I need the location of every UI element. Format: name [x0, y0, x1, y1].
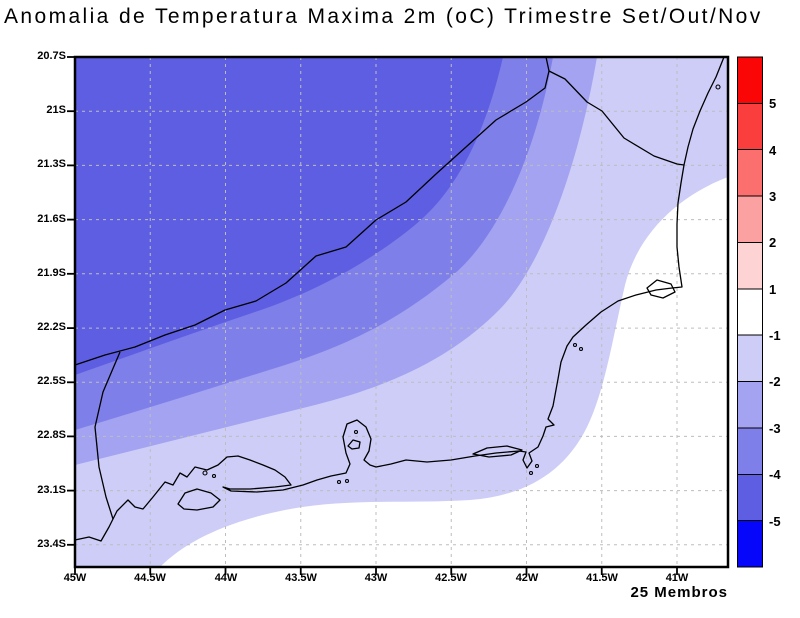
lat-tick-label: 23.1S [37, 484, 66, 496]
colorbar-tick-label: 3 [769, 189, 777, 204]
lon-tick-label: 42.5W [435, 572, 467, 584]
colorbar-tick-label: -5 [769, 514, 781, 529]
colorbar-segment [737, 427, 763, 475]
colorbar-segment [737, 56, 763, 104]
contour-band-minus2-minus1 [75, 57, 728, 567]
colorbar-tick-label: 1 [769, 282, 777, 297]
lon-tick-label: 41W [665, 572, 689, 584]
lon-tick-label: 44.5W [134, 572, 166, 584]
colorbar-tick-label: 5 [769, 96, 777, 111]
contour-bands [75, 57, 728, 567]
lon-tick-label: 43.5W [285, 572, 317, 584]
colorbar-tick-label: -1 [769, 328, 781, 343]
colorbar-segment [737, 520, 763, 568]
geography [74, 56, 725, 542]
state-border [74, 56, 685, 520]
colorbar-segment [737, 473, 763, 522]
colorbar-segment [737, 149, 763, 197]
lat-tick-label: 22.5S [37, 375, 66, 387]
lat-tick-label: 21.6S [37, 213, 66, 225]
colorbar-segment [737, 288, 763, 336]
ensemble-members-label: 25 Membros [630, 584, 728, 601]
colorbar-tick-label: 4 [769, 143, 777, 158]
lon-tick-label: 45W [63, 572, 87, 584]
lon-tick-label: 41.5W [586, 572, 618, 584]
colorbar-tick-label: -4 [769, 467, 781, 482]
colorbar [737, 56, 763, 568]
lat-tick-label: 21S [46, 104, 66, 116]
small-islands [202, 84, 721, 485]
lat-tick-label: 20.7S [37, 50, 66, 62]
colorbar-segment [737, 195, 763, 243]
plot-frame [73, 55, 730, 569]
contour-band-neutral [160, 177, 728, 567]
map-plot-area [67, 55, 730, 575]
lat-tick-label: 22.8S [37, 429, 66, 441]
axis-ticks [67, 56, 678, 575]
lat-tick-label: 21.3S [37, 158, 66, 170]
colorbar-tick-label: -3 [769, 421, 781, 436]
plot-title: Anomalia de Temperatura Maxima 2m (oC) T… [4, 5, 763, 28]
lon-tick-label: 44W [214, 572, 238, 584]
colorbar-segment [737, 102, 763, 151]
colorbar-segment [737, 241, 763, 290]
colorbar-segment [737, 381, 763, 429]
lat-tick-label: 23.4S [37, 538, 66, 550]
lon-tick-label: 43W [364, 572, 388, 584]
islands-and-lagoons [177, 279, 676, 511]
lat-tick-label: 22.2S [37, 321, 66, 333]
colorbar-tick-label: 2 [769, 235, 777, 250]
lon-tick-label: 42W [515, 572, 539, 584]
colorbar-segment [737, 334, 763, 383]
colorbar-tick-label: -2 [769, 374, 781, 389]
lat-tick-label: 21.9S [37, 267, 66, 279]
